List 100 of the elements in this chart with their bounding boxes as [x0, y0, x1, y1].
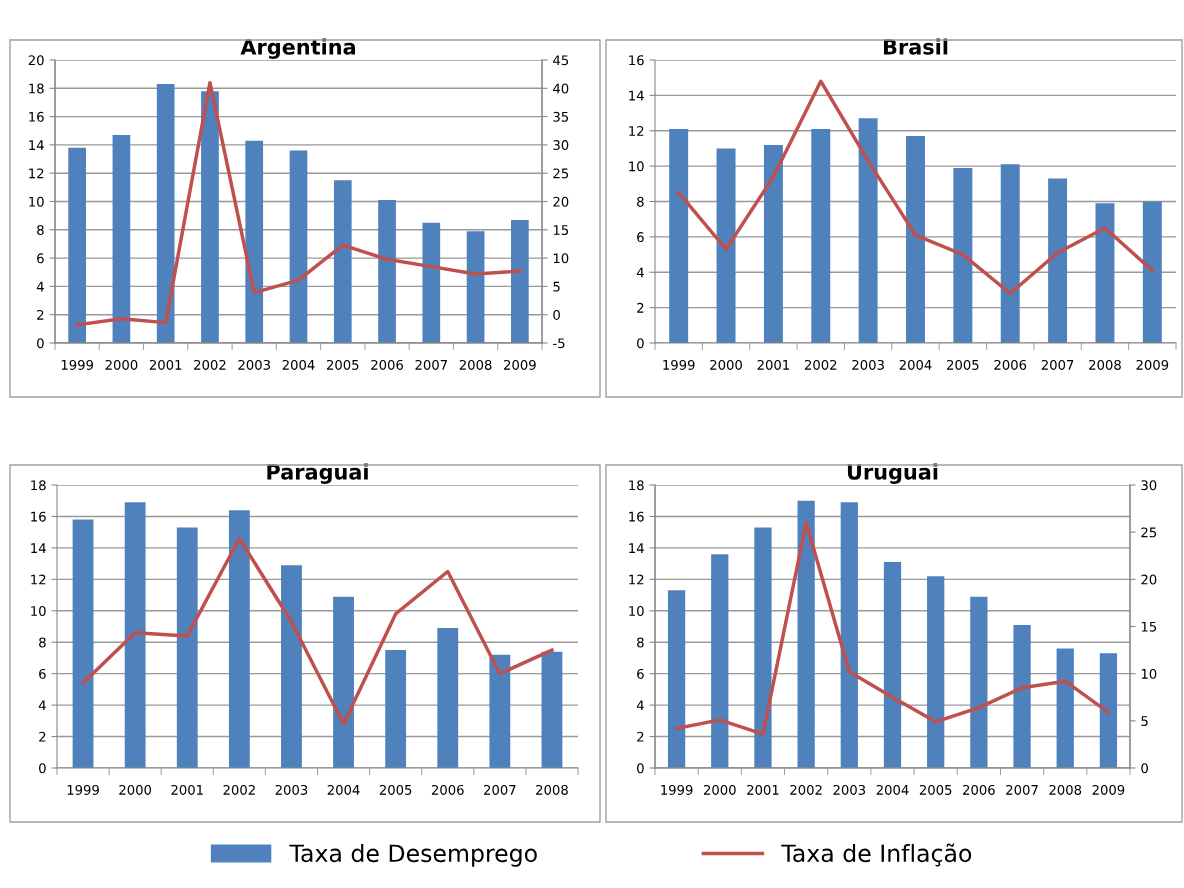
y-tick-label: 12 — [29, 168, 44, 179]
bar — [541, 651, 563, 768]
bar — [422, 222, 441, 343]
y2-tick-label: 25 — [1141, 527, 1157, 538]
x-tick-label: 2009 — [1092, 784, 1125, 795]
y2-tick-label: 15 — [553, 225, 569, 235]
x-tick-label: 2007 — [484, 784, 516, 795]
chart-title: Argentina — [240, 38, 355, 59]
x-tick-label: 2006 — [994, 359, 1027, 370]
x-tick-label: 2005 — [919, 784, 952, 795]
bar — [201, 91, 219, 343]
x-tick-label: 2005 — [947, 359, 979, 370]
y2-tick-label: 35 — [553, 111, 569, 122]
bar — [970, 596, 988, 768]
bar — [489, 654, 511, 768]
x-tick-label: 2006 — [431, 784, 464, 795]
y-tick-label: 2 — [637, 731, 644, 742]
x-tick-label: 2003 — [275, 784, 308, 795]
x-tick-label: 2006 — [371, 359, 403, 370]
x-tick-label: 2003 — [238, 359, 270, 370]
y2-tick-label: 15 — [1141, 621, 1157, 632]
x-tick-label: 2002 — [223, 784, 255, 795]
y-tick-label: 18 — [629, 480, 644, 491]
bar — [927, 576, 945, 768]
y-tick-label: 14 — [29, 140, 44, 150]
x-tick-label: 2007 — [415, 359, 447, 370]
bar — [245, 140, 264, 343]
y-tick-label: 10 — [629, 606, 644, 616]
bar — [124, 502, 146, 768]
y-tick-label: 4 — [36, 281, 44, 292]
x-tick-label: 2004 — [899, 359, 932, 370]
y2-tick-label: 20 — [1141, 574, 1157, 585]
x-tick-label: 2008 — [1089, 359, 1121, 370]
bar — [811, 128, 831, 343]
bar — [711, 554, 729, 768]
line-series — [676, 79, 1155, 296]
x-tick-label: 2000 — [703, 784, 736, 795]
y-tick-label: 8 — [39, 637, 46, 648]
bar — [906, 136, 925, 343]
y2-tick-label: -5 — [553, 338, 565, 349]
bar — [953, 167, 973, 343]
y-tick-label: 14 — [629, 90, 644, 101]
x-tick-label: 2002 — [790, 784, 822, 795]
y2-tick-label: 45 — [553, 55, 569, 66]
bar — [68, 147, 86, 343]
line-series — [75, 80, 522, 327]
y-tick-label: 2 — [37, 309, 44, 320]
y2-tick-label: 25 — [553, 168, 569, 179]
x-tick-label: 1999 — [661, 784, 693, 795]
bar — [797, 500, 815, 768]
y-tick-label: 2 — [637, 302, 644, 313]
y-tick-label: 12 — [629, 574, 644, 585]
bar — [378, 200, 396, 343]
y-tick-label: 14 — [31, 543, 46, 553]
bar — [1000, 164, 1020, 343]
bar — [289, 150, 308, 343]
y-tick-label: 8 — [637, 637, 644, 648]
x-tick-label: 2008 — [536, 784, 568, 795]
y2-tick-label: 30 — [553, 140, 569, 151]
x-tick-label: 2001 — [149, 359, 182, 370]
y2-tick-label: 40 — [553, 83, 569, 94]
x-tick-label: 2005 — [379, 784, 412, 795]
y-tick-label: 6 — [637, 668, 644, 679]
chart-title: Brasil — [883, 38, 948, 55]
x-tick-label: 2001 — [757, 359, 789, 370]
chart-title: Paraguai — [267, 463, 368, 484]
x-tick-label: 2006 — [963, 784, 995, 795]
y-tick-label: 0 — [637, 763, 644, 774]
bar — [754, 527, 772, 768]
x-tick-label: 2005 — [326, 359, 359, 370]
bar — [763, 144, 783, 343]
x-tick-label: 2004 — [876, 784, 909, 795]
bar — [1095, 203, 1115, 343]
x-tick-label: 2009 — [504, 359, 536, 370]
x-tick-label: 2008 — [459, 359, 492, 370]
y-tick-label: 12 — [629, 125, 644, 136]
x-tick-label: 1999 — [61, 359, 93, 370]
y-tick-label: 8 — [637, 196, 644, 207]
bar — [156, 84, 175, 343]
y-tick-label: 4 — [38, 700, 46, 711]
y-tick-label: 4 — [636, 700, 644, 711]
bar — [437, 628, 459, 768]
x-tick-label: 1999 — [67, 784, 99, 795]
x-tick-label: 2000 — [119, 784, 152, 795]
bar — [1056, 648, 1074, 768]
chart-title: Uruguai — [847, 463, 938, 484]
bar — [333, 180, 352, 343]
bar — [1013, 624, 1031, 768]
x-tick-label: 2007 — [1006, 784, 1038, 795]
y-tick-label: 10 — [29, 196, 44, 207]
y-tick-label: 16 — [629, 511, 644, 522]
bar — [858, 118, 878, 343]
y-tick-label: 6 — [39, 668, 46, 679]
x-tick-label: 2004 — [327, 784, 360, 795]
bar — [281, 565, 302, 768]
y-tick-label: 12 — [31, 574, 46, 585]
x-tick-label: 2001 — [747, 784, 779, 795]
bar — [112, 135, 131, 343]
y2-tick-label: 5 — [1141, 716, 1148, 727]
bar — [511, 219, 529, 343]
